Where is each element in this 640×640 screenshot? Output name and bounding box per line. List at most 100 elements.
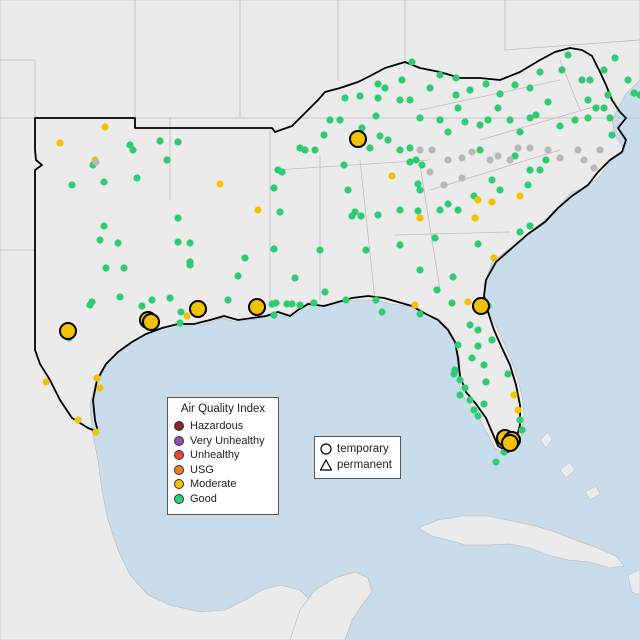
site-marker[interactable] — [283, 300, 291, 308]
site-marker[interactable] — [374, 80, 382, 88]
site-marker[interactable] — [381, 84, 389, 92]
site-marker[interactable] — [458, 154, 466, 162]
site-marker[interactable] — [496, 186, 504, 194]
site-marker[interactable] — [378, 308, 386, 316]
site-marker[interactable] — [358, 124, 366, 132]
site-marker[interactable] — [100, 178, 108, 186]
site-marker[interactable] — [174, 238, 182, 246]
temporary-site-marker[interactable] — [501, 434, 519, 452]
site-marker[interactable] — [484, 116, 492, 124]
site-marker[interactable] — [488, 176, 496, 184]
site-marker[interactable] — [42, 378, 50, 386]
site-marker[interactable] — [416, 114, 424, 122]
site-marker[interactable] — [516, 228, 524, 236]
site-marker[interactable] — [102, 264, 110, 272]
site-marker[interactable] — [340, 161, 348, 169]
site-marker[interactable] — [148, 296, 156, 304]
site-marker[interactable] — [464, 298, 472, 306]
site-marker[interactable] — [468, 354, 476, 362]
site-marker[interactable] — [311, 146, 319, 154]
temporary-site-marker[interactable] — [349, 130, 367, 148]
site-marker[interactable] — [411, 301, 419, 309]
site-marker[interactable] — [92, 428, 100, 436]
site-marker[interactable] — [396, 241, 404, 249]
site-marker[interactable] — [408, 58, 416, 66]
site-marker[interactable] — [482, 378, 490, 386]
site-marker[interactable] — [406, 96, 414, 104]
site-marker[interactable] — [56, 139, 64, 147]
site-marker[interactable] — [611, 54, 619, 62]
site-marker[interactable] — [357, 212, 365, 220]
site-marker[interactable] — [608, 131, 616, 139]
site-marker[interactable] — [514, 144, 522, 152]
site-marker[interactable] — [320, 131, 328, 139]
temporary-site-marker[interactable] — [189, 300, 207, 318]
site-marker[interactable] — [138, 302, 146, 310]
site-marker[interactable] — [461, 384, 469, 392]
site-marker[interactable] — [470, 406, 478, 414]
site-marker[interactable] — [101, 123, 109, 131]
site-marker[interactable] — [288, 300, 296, 308]
site-marker[interactable] — [278, 168, 286, 176]
site-marker[interactable] — [433, 286, 441, 294]
site-marker[interactable] — [93, 374, 101, 382]
site-marker[interactable] — [96, 384, 104, 392]
site-marker[interactable] — [133, 174, 141, 182]
site-marker[interactable] — [348, 212, 356, 220]
site-marker[interactable] — [571, 116, 579, 124]
site-marker[interactable] — [466, 321, 474, 329]
site-marker[interactable] — [129, 146, 137, 154]
site-marker[interactable] — [406, 158, 414, 166]
site-marker[interactable] — [100, 222, 108, 230]
site-marker[interactable] — [474, 342, 482, 350]
site-marker[interactable] — [444, 156, 452, 164]
site-marker[interactable] — [186, 239, 194, 247]
site-marker[interactable] — [163, 156, 171, 164]
site-marker[interactable] — [436, 206, 444, 214]
site-marker[interactable] — [372, 296, 380, 304]
site-marker[interactable] — [374, 211, 382, 219]
site-marker[interactable] — [516, 416, 524, 424]
site-marker[interactable] — [471, 214, 479, 222]
site-marker[interactable] — [92, 158, 100, 166]
site-marker[interactable] — [596, 146, 604, 154]
site-marker[interactable] — [416, 146, 424, 154]
site-marker[interactable] — [416, 310, 424, 318]
site-marker[interactable] — [536, 68, 544, 76]
site-marker[interactable] — [532, 111, 540, 119]
site-marker[interactable] — [506, 116, 514, 124]
site-marker[interactable] — [436, 116, 444, 124]
site-marker[interactable] — [510, 391, 518, 399]
site-marker[interactable] — [344, 186, 352, 194]
site-marker[interactable] — [586, 76, 594, 84]
site-marker[interactable] — [636, 91, 640, 99]
site-marker[interactable] — [494, 152, 502, 160]
site-marker[interactable] — [456, 391, 464, 399]
temporary-site-marker[interactable] — [59, 322, 77, 340]
site-marker[interactable] — [486, 156, 494, 164]
site-marker[interactable] — [496, 90, 504, 98]
site-marker[interactable] — [272, 299, 280, 307]
site-marker[interactable] — [584, 114, 592, 122]
site-marker[interactable] — [518, 426, 526, 434]
site-marker[interactable] — [536, 166, 544, 174]
site-marker[interactable] — [600, 66, 608, 74]
site-marker[interactable] — [526, 166, 534, 174]
site-marker[interactable] — [74, 416, 82, 424]
site-marker[interactable] — [454, 341, 462, 349]
site-marker[interactable] — [452, 91, 460, 99]
site-marker[interactable] — [606, 114, 614, 122]
site-marker[interactable] — [578, 76, 586, 84]
site-marker[interactable] — [474, 240, 482, 248]
site-marker[interactable] — [474, 196, 482, 204]
site-marker[interactable] — [630, 89, 638, 97]
site-marker[interactable] — [414, 207, 422, 215]
site-marker[interactable] — [362, 246, 370, 254]
site-marker[interactable] — [96, 236, 104, 244]
site-marker[interactable] — [174, 138, 182, 146]
site-marker[interactable] — [68, 181, 76, 189]
site-marker[interactable] — [183, 312, 191, 320]
site-marker[interactable] — [450, 370, 458, 378]
site-marker[interactable] — [514, 406, 522, 414]
site-marker[interactable] — [426, 84, 434, 92]
